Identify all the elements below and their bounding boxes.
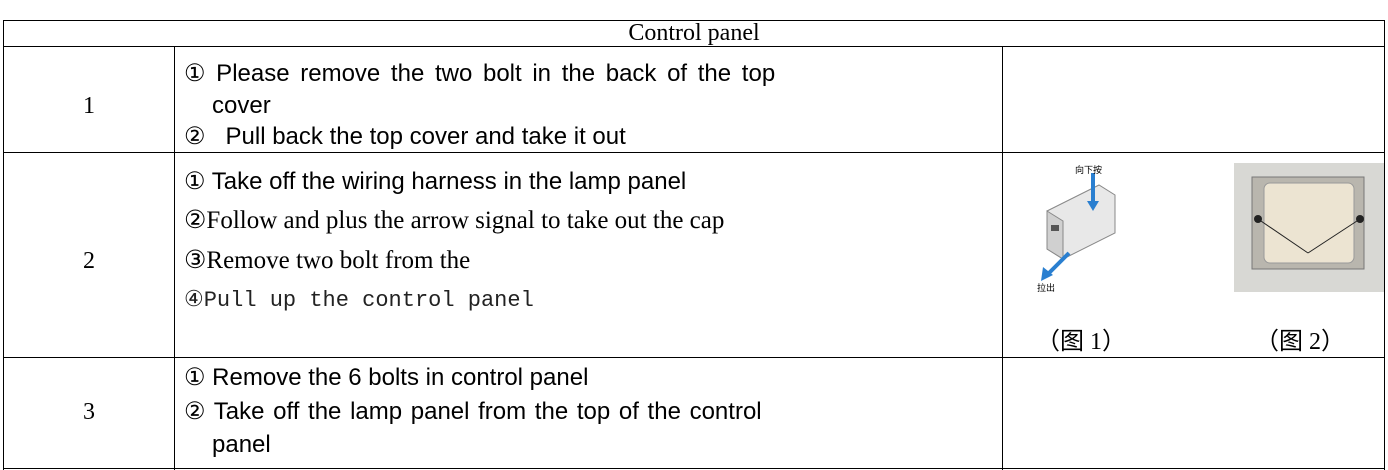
table-border xyxy=(3,468,1385,469)
figure-label: 向下按 xyxy=(1075,164,1102,176)
instruction: ① Remove the 6 bolts in control panel xyxy=(184,364,589,391)
instruction: ② Pull back the top cover and take it ou… xyxy=(184,123,626,150)
instruction: ① Take off the wiring harness in the lam… xyxy=(184,168,687,195)
table-border xyxy=(3,20,4,470)
instruction: ④Pull up the control panel xyxy=(184,288,534,313)
figure-label: 拉出 xyxy=(1037,282,1055,294)
table-border xyxy=(1384,20,1385,470)
instruction: ②Follow and plus the arrow signal to tak… xyxy=(184,207,725,234)
table-border xyxy=(174,46,175,470)
figure-image: 向下按 拉出 xyxy=(1029,163,1125,294)
step-number: 3 xyxy=(83,399,95,425)
instruction: ① Please remove the two bolt in the back… xyxy=(184,60,776,87)
instruction: ② Take off the lamp panel from the top o… xyxy=(184,398,762,425)
figure-caption: （图 1） xyxy=(1036,329,1126,355)
table-header: Control panel xyxy=(628,20,760,46)
instruction: ③Remove two bolt from the xyxy=(184,247,471,274)
step-number: 2 xyxy=(83,248,95,274)
instruction: cover xyxy=(212,92,271,119)
table-border xyxy=(3,357,1385,358)
figure-image xyxy=(1234,163,1384,292)
table-border xyxy=(3,20,1385,21)
table-border xyxy=(3,46,1385,47)
table-border xyxy=(1002,46,1003,470)
instruction: panel xyxy=(212,431,271,458)
table-border xyxy=(3,152,1385,153)
figure-caption: （图 2） xyxy=(1255,329,1345,355)
step-number: 1 xyxy=(83,93,95,119)
